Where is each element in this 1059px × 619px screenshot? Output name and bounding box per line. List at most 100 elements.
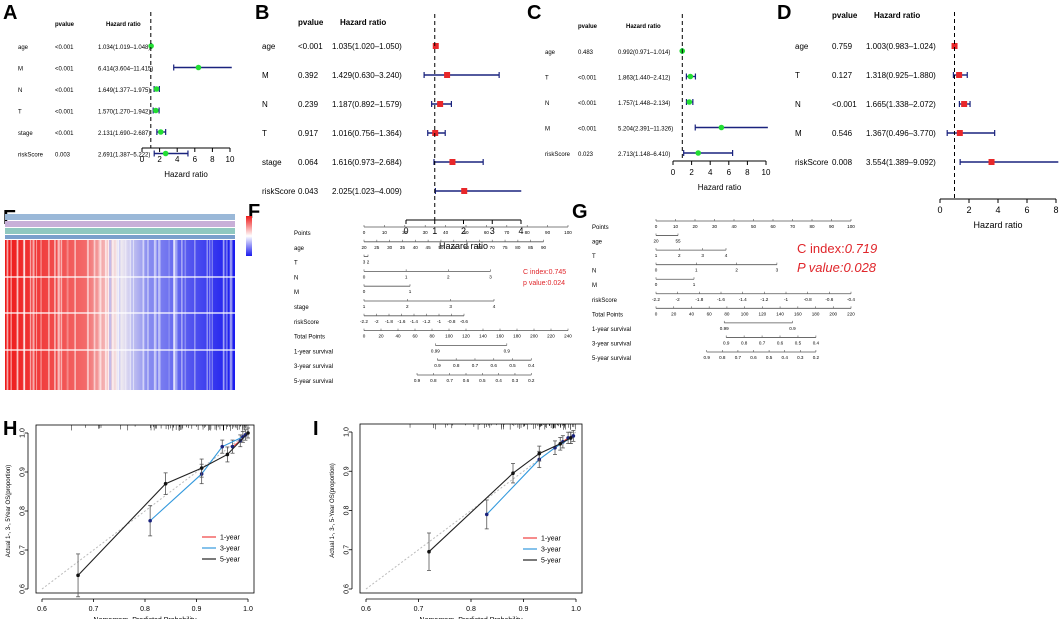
- forest-row-name: N: [795, 100, 801, 109]
- nomogram-axis-name: T: [294, 261, 298, 267]
- forest-point: [951, 43, 958, 49]
- nomogram-tick-label: 0.8: [453, 363, 460, 368]
- nomogram-tick-label: -1.6: [398, 319, 406, 324]
- nomogram-tick-label: 60: [464, 245, 470, 250]
- forest-row-hr: 1.649(1.377–1.975): [98, 88, 150, 94]
- calibration-x-tick-label: 0.8: [466, 606, 476, 613]
- nomogram-axis-name: N: [294, 275, 298, 281]
- nomogram-tick-label: 70: [790, 224, 796, 229]
- heatmap-column: [106, 240, 108, 390]
- nomogram-axis-name: age: [592, 240, 603, 246]
- forest-row-hr: 1.016(0.756–1.364): [332, 129, 402, 138]
- calibration-x-tick-label: 0.9: [192, 606, 202, 613]
- forest-row-name: M: [18, 67, 23, 73]
- forest-x-tick-label: 10: [762, 168, 771, 177]
- forest-point: [956, 72, 963, 78]
- calibration-point: [427, 549, 431, 554]
- calibration-point: [537, 451, 542, 456]
- forest-x-axis-title: Hazard ratio: [973, 220, 1022, 230]
- forest-x-axis-title: Hazard ratio: [439, 241, 488, 251]
- heatmap-column: [54, 240, 56, 390]
- heatmap-column: [223, 240, 225, 390]
- forest-row-hr: 1.570(1.270–1.942): [98, 110, 150, 116]
- nomogram-tick-label: 180: [812, 311, 820, 316]
- nomogram-tick-label: 0.7: [759, 340, 766, 345]
- calibration-point: [225, 452, 230, 457]
- forest-row-pvalue: 0.239: [298, 100, 319, 109]
- heatmap-column: [206, 240, 208, 390]
- nomogram-tick-label: -1: [437, 319, 442, 324]
- forest-point: [961, 101, 968, 107]
- calibration-x-tick-label: 0.6: [361, 606, 371, 613]
- forest-row-name: age: [795, 42, 809, 51]
- nomogram-axis-name: Total Points: [294, 335, 325, 341]
- forest-row-name: riskScore: [545, 152, 571, 158]
- forest-x-tick-label: 0: [140, 155, 145, 164]
- nomogram-axis-name: riskScore: [592, 298, 618, 304]
- nomogram-tick-label: 20: [378, 334, 384, 339]
- forest-point: [195, 64, 202, 71]
- heatmap-column: [40, 240, 42, 390]
- nomogram-tick-label: 0.6: [491, 363, 498, 368]
- forest-row-hr: 1.035(1.020–1.050): [332, 42, 402, 51]
- heatmap-column: [209, 240, 211, 390]
- heatmap-annotation-bar: [5, 228, 235, 234]
- nomogram-tick-label: 60: [770, 224, 776, 229]
- nomogram-tick-label: -1.2: [760, 297, 768, 302]
- forest-plot-c: pvalue Hazard ratio age 0.483 0.992(0.971–1.…: [545, 14, 771, 192]
- forest-plot-a: pvalue Hazard ratio age <0.001 1.034(1.019–1…: [18, 12, 235, 179]
- nomogram-axis-name: T: [592, 254, 596, 260]
- nomogram-tick-label: 1: [655, 253, 658, 258]
- forest-row-hr: 1.318(0.925–1.880): [866, 71, 936, 80]
- forest-row-hr: 2.131(1.690–2.687): [98, 131, 150, 137]
- heatmap-column: [132, 240, 134, 390]
- forest-point: [157, 129, 164, 135]
- nomogram-tick-label: 0.6: [777, 340, 784, 345]
- calibration-point: [163, 481, 168, 486]
- forest-header-hazard-ratio: Hazard ratio: [874, 11, 920, 20]
- forest-row-hr: 2.691(1.387–5.222): [98, 153, 150, 159]
- nomogram-tick-label: 30: [712, 224, 718, 229]
- nomogram-axis-name: stage: [294, 305, 309, 311]
- nomogram-tick-label: 20: [692, 224, 698, 229]
- heatmap-column: [10, 240, 12, 390]
- heatmap-column: [153, 240, 156, 390]
- heatmap-column: [57, 240, 60, 390]
- heatmap-column: [131, 240, 133, 390]
- nomogram-tick-label: 0.9: [504, 348, 511, 353]
- heatmap-column: [109, 240, 112, 390]
- heatmap-column: [125, 240, 127, 390]
- forest-row-name: T: [795, 71, 800, 80]
- forest-row-pvalue: <0.001: [55, 67, 74, 73]
- nomogram-tick-label: 120: [759, 311, 767, 316]
- forest-row-pvalue: 0.043: [298, 187, 319, 196]
- nomogram-tick-label: 0.7: [446, 378, 453, 383]
- nomogram-tick-label: 0.3: [512, 378, 519, 383]
- forest-x-tick-label: 0: [937, 205, 942, 215]
- nomogram-tick-label: 40: [395, 334, 401, 339]
- forest-x-tick-label: 3: [490, 226, 495, 236]
- nomogram-tick-label: 100: [564, 230, 572, 235]
- forest-header-hazard-ratio: Hazard ratio: [340, 18, 386, 27]
- calibration-x-tick-label: 0.7: [89, 606, 99, 613]
- nomogram-g-cindex: C index:0.719: [797, 241, 877, 256]
- nomogram-tick-label: 30: [423, 230, 429, 235]
- nomogram-g-cindex-value: 0.719: [845, 241, 878, 256]
- nomogram-tick-label: 55: [675, 239, 681, 244]
- nomogram-tick-label: 30: [387, 245, 393, 250]
- forest-row-pvalue: 0.483: [578, 50, 594, 56]
- forest-point: [718, 124, 725, 131]
- forest-row-name: riskScore: [18, 153, 44, 159]
- heatmap-column: [23, 240, 26, 390]
- heatmap-column: [93, 240, 96, 390]
- nomogram-tick-label: 3: [489, 274, 492, 279]
- forest-x-tick-label: 2: [157, 155, 162, 164]
- heatmap-column: [129, 240, 131, 390]
- nomogram-tick-label: -0.6: [825, 297, 833, 302]
- nomogram-tick-label: 220: [547, 334, 555, 339]
- calibration-legend-label: 1-year: [541, 536, 562, 543]
- forest-x-tick-label: 8: [210, 155, 215, 164]
- forest-row-name: M: [545, 127, 550, 133]
- forest-row-pvalue: 0.003: [55, 153, 71, 159]
